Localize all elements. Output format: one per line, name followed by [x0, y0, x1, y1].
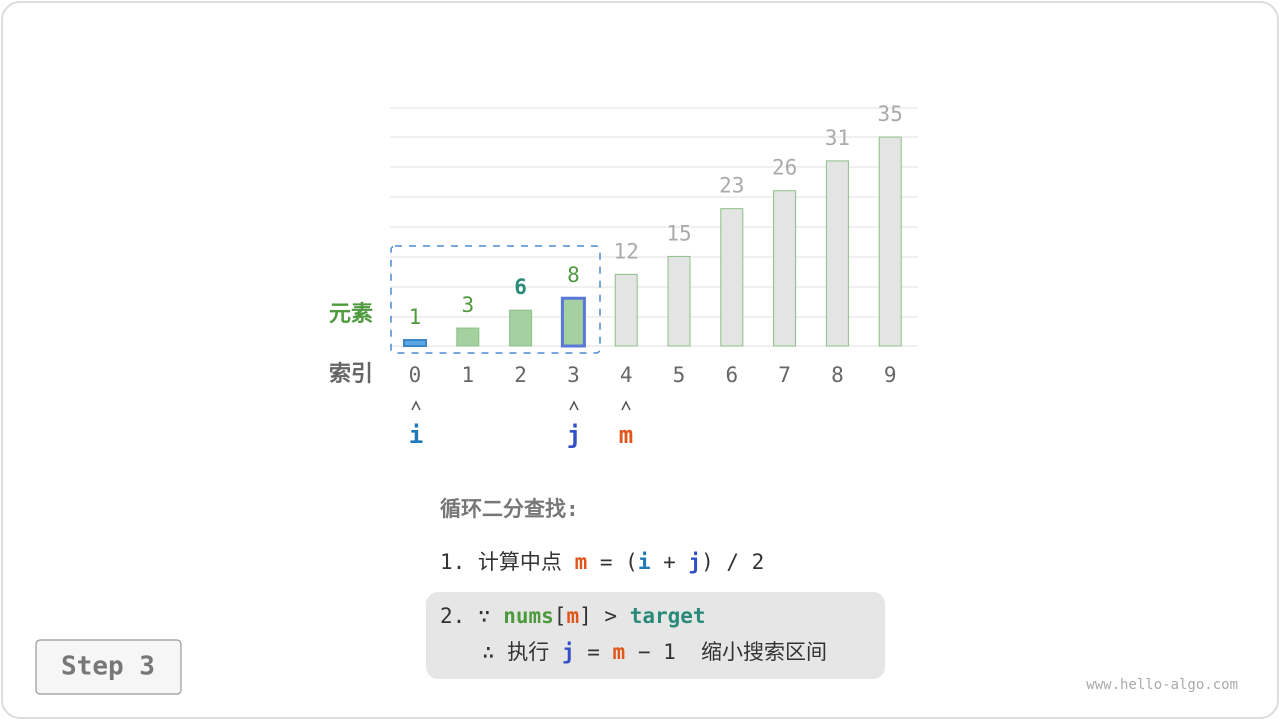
value-label: 元素	[329, 301, 373, 327]
step-button-label[interactable]: Step 3	[61, 652, 155, 682]
index-text: 1	[461, 363, 474, 387]
code-part: m	[566, 604, 579, 628]
pointer-j: j	[567, 421, 581, 449]
code-part: = (	[587, 550, 638, 574]
value-text: 26	[772, 156, 797, 180]
value-text: 8	[567, 263, 580, 287]
index-text: 2	[514, 363, 527, 387]
pointer-i: i	[409, 421, 423, 449]
code-part: =	[575, 640, 613, 664]
value-text: 31	[825, 126, 850, 150]
index-text: 8	[831, 363, 844, 387]
value-text: 35	[878, 102, 903, 126]
footer: www.hello-algo.com	[1086, 677, 1238, 693]
step-line: 1. 计算中点 m = (i + j) / 2	[440, 550, 764, 574]
bar	[720, 208, 744, 347]
code-part: i	[638, 550, 651, 574]
value-text: 3	[461, 293, 474, 317]
code-part: 2. ∵	[440, 604, 503, 628]
code-part: − 1 缩小搜索区间	[625, 640, 827, 664]
value-text: 23	[719, 174, 744, 198]
index-text: 3	[567, 363, 580, 387]
bar	[773, 190, 797, 347]
step-button[interactable]	[35, 639, 182, 695]
code-part: m	[613, 640, 626, 664]
index-text: 4	[620, 363, 633, 387]
bar	[560, 296, 586, 348]
index-text: 6	[725, 363, 738, 387]
pointer-m: m	[619, 421, 633, 449]
value-text: 6	[514, 275, 527, 299]
code-part: target	[630, 604, 706, 628]
bar	[667, 255, 691, 347]
bar	[456, 327, 480, 347]
search-range	[390, 245, 601, 354]
index-text: 0	[409, 363, 422, 387]
value-text: 15	[666, 221, 691, 245]
pointer-arrows	[411, 400, 631, 411]
index-text: 9	[884, 363, 897, 387]
index-text: 7	[778, 363, 791, 387]
code-part: ] >	[579, 604, 630, 628]
value-text: 12	[614, 239, 639, 263]
bar	[878, 136, 902, 347]
steps-title: 循环二分查找:	[440, 497, 579, 521]
bar	[614, 273, 638, 347]
step-line: ∴ 执行 j = m − 1 缩小搜索区间	[482, 640, 827, 664]
code-part: j	[562, 640, 575, 664]
bar	[509, 309, 533, 347]
code-part: j	[688, 550, 701, 574]
bar	[825, 160, 849, 347]
value-text: 1	[409, 305, 422, 329]
index-label: 索引	[329, 362, 373, 387]
code-part: [	[554, 604, 567, 628]
index-text: 5	[673, 363, 686, 387]
highlight-box	[426, 592, 885, 679]
bar	[403, 339, 427, 347]
code-part: +	[650, 550, 688, 574]
step-line: 2. ∵ nums[m] > target	[440, 604, 706, 628]
code-part: m	[575, 550, 588, 574]
code-part: 1. 计算中点	[440, 550, 575, 574]
code-part: ) / 2	[701, 550, 764, 574]
code-part: ∴ 执行	[482, 640, 562, 664]
code-part: nums	[503, 604, 554, 628]
